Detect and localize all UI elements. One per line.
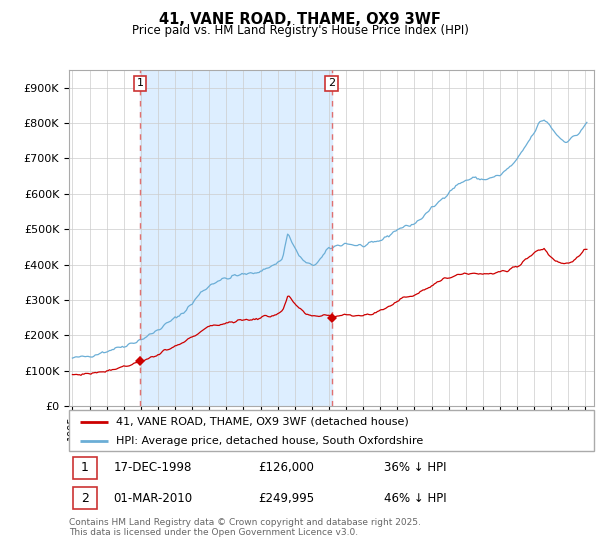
Bar <box>73 456 97 479</box>
Text: 41, VANE ROAD, THAME, OX9 3WF (detached house): 41, VANE ROAD, THAME, OX9 3WF (detached … <box>116 417 409 427</box>
Text: 41, VANE ROAD, THAME, OX9 3WF: 41, VANE ROAD, THAME, OX9 3WF <box>159 12 441 27</box>
Text: HPI: Average price, detached house, South Oxfordshire: HPI: Average price, detached house, Sout… <box>116 436 424 446</box>
Text: 17-DEC-1998: 17-DEC-1998 <box>113 461 192 474</box>
Text: £249,995: £249,995 <box>258 492 314 505</box>
Text: 1: 1 <box>137 78 143 88</box>
Bar <box>73 487 97 510</box>
Text: 2: 2 <box>328 78 335 88</box>
Bar <box>140 70 332 406</box>
Text: 1: 1 <box>81 461 89 474</box>
Text: Price paid vs. HM Land Registry's House Price Index (HPI): Price paid vs. HM Land Registry's House … <box>131 24 469 36</box>
Text: 2: 2 <box>81 492 89 505</box>
Text: 46% ↓ HPI: 46% ↓ HPI <box>384 492 446 505</box>
Text: 36% ↓ HPI: 36% ↓ HPI <box>384 461 446 474</box>
Text: £126,000: £126,000 <box>258 461 314 474</box>
Text: Contains HM Land Registry data © Crown copyright and database right 2025.
This d: Contains HM Land Registry data © Crown c… <box>69 518 421 538</box>
Text: 01-MAR-2010: 01-MAR-2010 <box>113 492 193 505</box>
